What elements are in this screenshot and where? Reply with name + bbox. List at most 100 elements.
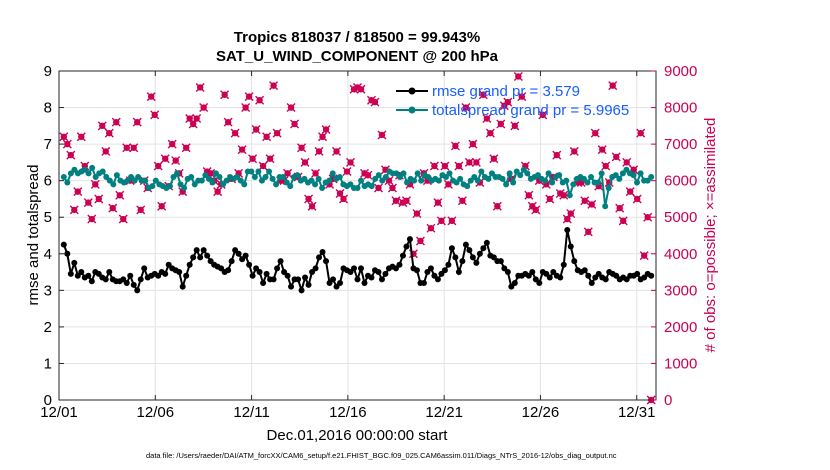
- rmse-point: [536, 280, 543, 287]
- rmse-point: [504, 269, 511, 276]
- obs-assimilated-point: [167, 139, 177, 149]
- rmse-point: [263, 270, 270, 277]
- obs-assimilated-point: [223, 117, 233, 127]
- rmse-point: [511, 280, 518, 287]
- rmse-point: [330, 276, 337, 283]
- totalspread-point: [457, 175, 464, 182]
- totalspread-point: [418, 177, 425, 184]
- rmse-point: [323, 258, 330, 265]
- totalspread-point: [181, 184, 188, 191]
- y2-axis-label: # of obs: o=possible; ×=assimilated: [702, 118, 719, 353]
- rmse-point: [399, 252, 406, 259]
- legend-rmse-label: rmse grand pr = 3.579: [432, 83, 580, 100]
- obs-assimilated-point: [482, 114, 492, 124]
- legend-rmse-marker: [408, 87, 416, 95]
- totalspread-point: [485, 175, 492, 182]
- rmse-point: [123, 280, 130, 287]
- totalspread-point: [64, 179, 71, 186]
- y-tick-label: 6: [44, 173, 52, 190]
- rmse-point: [256, 269, 263, 276]
- y2-tick-label: 4000: [664, 246, 697, 263]
- obs-assimilated-point: [433, 198, 443, 208]
- obs-assimilated-point: [90, 179, 100, 189]
- rmse-point: [193, 247, 200, 254]
- rmse-point: [260, 280, 267, 287]
- obs-assimilated-point: [290, 119, 300, 129]
- rmse-point: [382, 270, 389, 277]
- obs-assimilated-point: [118, 214, 128, 224]
- totalspread-point: [368, 183, 375, 190]
- totalspread-point: [241, 181, 248, 188]
- y-tick-labels: 0 1 2 3 4 5 6 7 8 9: [44, 63, 52, 409]
- totalspread-point: [630, 172, 637, 179]
- totalspread-point: [99, 168, 106, 175]
- legend-spread-marker: [408, 106, 416, 114]
- obs-assimilated-point: [297, 143, 307, 153]
- obs-assimilated-point: [370, 97, 380, 107]
- totalspread-point: [174, 170, 181, 177]
- obs-assimilated-point: [580, 196, 590, 206]
- y-axis-label: rmse and totalspread: [25, 165, 42, 306]
- rmse-point: [316, 254, 323, 261]
- obs-assimilated-point: [457, 196, 467, 206]
- obs-assimilated-point: [478, 90, 488, 100]
- obs-assimilated-point: [622, 157, 632, 167]
- obs-assimilated-point: [583, 227, 593, 237]
- obs-assimilated-point: [377, 130, 387, 140]
- rmse-point: [183, 272, 190, 279]
- obs-assimilated-point: [314, 146, 324, 156]
- obs-assimilated-point: [213, 187, 223, 197]
- totalspread-point: [312, 181, 319, 188]
- obs-assimilated-point: [115, 190, 125, 200]
- rmse-point: [480, 245, 487, 252]
- obs-assimilated-point: [73, 187, 83, 197]
- rmse-point: [560, 261, 567, 268]
- totalspread-point: [602, 203, 609, 210]
- rmse-point: [134, 287, 141, 294]
- rmse-point: [476, 250, 483, 257]
- obs-assimilated-point: [601, 161, 611, 171]
- rmse-point: [452, 254, 459, 261]
- obs-assimilated-point: [538, 110, 548, 120]
- obs-assimilated-point: [531, 205, 541, 215]
- totalspread-point: [375, 172, 382, 179]
- obs-assimilated-point: [87, 214, 97, 224]
- tick-marks: [58, 70, 656, 401]
- totalspread-point: [545, 170, 552, 177]
- totalspread-point: [588, 174, 595, 181]
- totalspread-point: [251, 174, 258, 181]
- obs-assimilated-point: [258, 161, 268, 171]
- y2-tick-label: 6000: [664, 173, 697, 190]
- obs-assimilated-point: [426, 223, 436, 233]
- totalspread-point: [549, 179, 556, 186]
- y-tick-label: 8: [44, 100, 52, 117]
- y2-tick-label: 3000: [664, 282, 697, 299]
- obs-assimilated-point: [265, 154, 275, 164]
- obs-assimilated-point: [192, 114, 202, 124]
- rmse-point: [225, 267, 232, 274]
- rmse-point: [246, 261, 253, 268]
- obs-assimilated-point: [181, 143, 191, 153]
- chart-subtitle: SAT_U_WIND_COMPONENT @ 200 hPa: [216, 48, 499, 65]
- rmse-point: [67, 270, 74, 277]
- rmse-point: [420, 280, 427, 287]
- totalspread-point: [566, 192, 573, 199]
- totalspread-point: [315, 175, 322, 182]
- y-tick-label: 1: [44, 355, 52, 372]
- rmse-point: [176, 269, 183, 276]
- rmse-point: [295, 276, 302, 283]
- totalspread-point: [294, 172, 301, 179]
- obs-assimilated-point: [94, 194, 104, 204]
- totalspread-point: [216, 174, 223, 181]
- rmse-point: [368, 274, 375, 281]
- rmse-point: [427, 265, 434, 272]
- totalspread-point: [166, 183, 173, 190]
- plot-frame: [58, 70, 657, 401]
- rmse-point: [473, 259, 480, 266]
- obs-assimilated-point: [597, 145, 607, 155]
- rmse-point: [497, 258, 504, 265]
- rmse-point: [130, 281, 137, 288]
- totalspread-point: [648, 174, 655, 181]
- rmse-point: [588, 280, 595, 287]
- obs-assimilated-point: [412, 209, 422, 219]
